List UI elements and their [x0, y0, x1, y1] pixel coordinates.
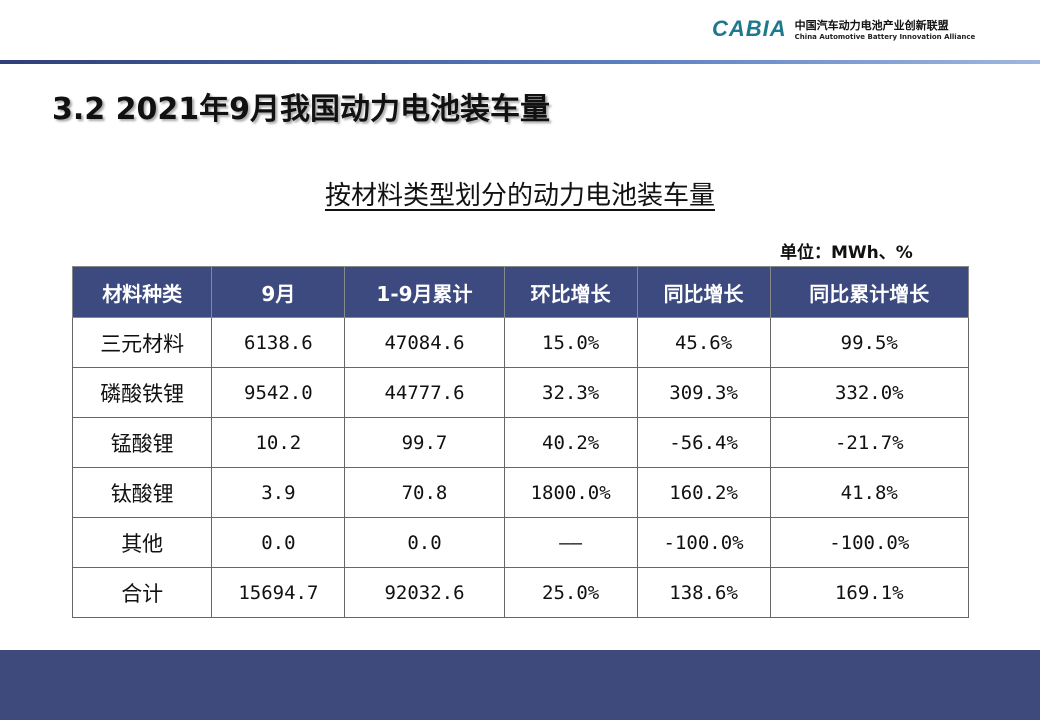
column-header: 环比增长 — [503, 266, 638, 318]
table-cell: -100.0% — [769, 517, 970, 568]
unit-label: 单位：MWh、% — [780, 243, 913, 263]
material-name: 锰酸锂 — [71, 417, 213, 468]
table-cell: 45.6% — [636, 317, 771, 368]
table-cell: 10.2 — [211, 417, 346, 468]
table-cell: -56.4% — [636, 417, 771, 468]
table-cell: 3.9 — [211, 467, 346, 518]
table-cell: -100.0% — [636, 517, 771, 568]
header-divider — [0, 60, 1040, 64]
table-row: 磷酸铁锂 9542.0 44777.6 32.3% 309.3% 332.0% — [71, 367, 970, 418]
column-header: 同比增长 — [636, 266, 771, 318]
column-header: 同比累计增长 — [769, 266, 970, 318]
table-cell: 138.6% — [636, 567, 771, 618]
logo-name-en: China Automotive Battery Innovation Alli… — [794, 33, 976, 41]
footer-band — [0, 650, 1040, 720]
table-title: 按材料类型划分的动力电池装车量 — [0, 175, 1040, 212]
table-cell: -21.7% — [769, 417, 970, 468]
table-cell: 15.0% — [503, 317, 638, 368]
table-cell: 44777.6 — [344, 367, 505, 418]
table-cell: 32.3% — [503, 367, 638, 418]
cabia-logo: CABIA 中国汽车动力电池产业创新联盟 China Automotive Ba… — [712, 16, 975, 42]
table-cell: 169.1% — [769, 567, 970, 618]
table-cell: 40.2% — [503, 417, 638, 468]
logo-mark: CABIA — [712, 16, 787, 41]
table-row: 其他 0.0 0.0 —— -100.0% -100.0% — [71, 517, 970, 568]
material-name: 其他 — [71, 517, 213, 568]
logo-name-cn: 中国汽车动力电池产业创新联盟 — [794, 19, 949, 32]
slide-title: 3.2 2021年9月我国动力电池装车量 — [52, 92, 550, 127]
table-header-row: 材料种类 9月 1-9月累计 环比增长 同比增长 同比累计增长 — [71, 266, 970, 318]
table-row: 锰酸锂 10.2 99.7 40.2% -56.4% -21.7% — [71, 417, 970, 468]
table-cell: 15694.7 — [211, 567, 346, 618]
column-header: 材料种类 — [71, 266, 213, 318]
material-name: 钛酸锂 — [71, 467, 213, 518]
table-cell: 41.8% — [769, 467, 970, 518]
table-cell: 99.7 — [344, 417, 505, 468]
table-row: 钛酸锂 3.9 70.8 1800.0% 160.2% 41.8% — [71, 467, 970, 518]
table-cell: 6138.6 — [211, 317, 346, 368]
table-row: 三元材料 6138.6 47084.6 15.0% 45.6% 99.5% — [71, 317, 970, 368]
table-title-text: 按材料类型划分的动力电池装车量 — [324, 181, 715, 211]
table-cell: 47084.6 — [344, 317, 505, 368]
table-cell: 332.0% — [769, 367, 970, 418]
table-cell: —— — [503, 517, 638, 568]
table-cell: 9542.0 — [211, 367, 346, 418]
table-cell: 70.8 — [344, 467, 505, 518]
table-cell: 309.3% — [636, 367, 771, 418]
table-cell: 160.2% — [636, 467, 771, 518]
table-cell: 0.0 — [211, 517, 346, 568]
material-name: 合计 — [71, 567, 213, 618]
table-cell: 25.0% — [503, 567, 638, 618]
table-cell: 0.0 — [344, 517, 505, 568]
material-name: 三元材料 — [71, 317, 213, 368]
table-cell: 92032.6 — [344, 567, 505, 618]
table-cell: 99.5% — [769, 317, 970, 368]
material-name: 磷酸铁锂 — [71, 367, 213, 418]
table-row: 合计 15694.7 92032.6 25.0% 138.6% 169.1% — [71, 567, 970, 618]
column-header: 9月 — [211, 266, 346, 318]
column-header: 1-9月累计 — [344, 266, 505, 318]
table-cell: 1800.0% — [503, 467, 638, 518]
battery-table: 材料种类 9月 1-9月累计 环比增长 同比增长 同比累计增长 三元材料 6138.6 470… — [71, 266, 970, 618]
